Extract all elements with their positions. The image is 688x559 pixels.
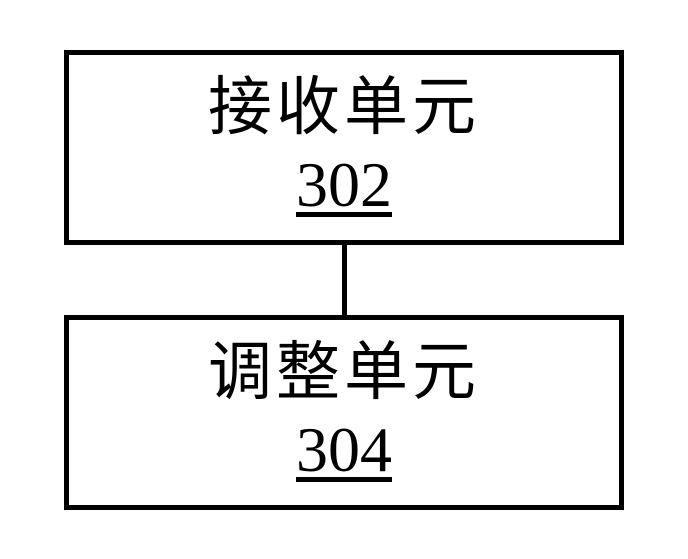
node-label: 调整单元 <box>208 335 480 412</box>
block-diagram: 接收单元 302 调整单元 304 <box>64 50 624 510</box>
node-adjust-unit: 调整单元 304 <box>64 315 624 510</box>
node-label: 接收单元 <box>208 70 480 147</box>
node-number: 304 <box>296 412 392 489</box>
node-number: 302 <box>296 147 392 224</box>
connector-line <box>342 245 347 315</box>
node-receive-unit: 接收单元 302 <box>64 50 624 245</box>
